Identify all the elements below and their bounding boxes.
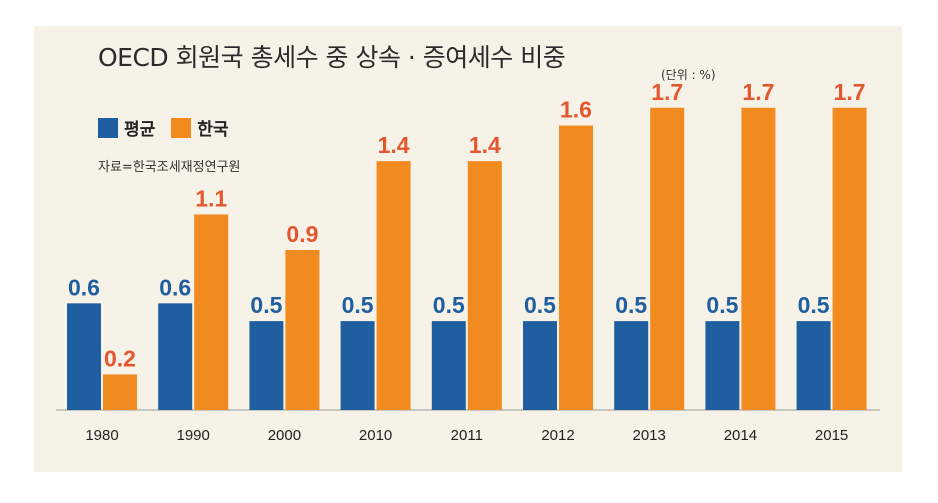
legend-label-korea: 한국 <box>197 120 229 140</box>
bar-average-1980 <box>67 303 101 410</box>
x-tick-label-2010: 2010 <box>359 427 392 444</box>
data-label-korea-2014: 1.7 <box>742 79 774 105</box>
bar-average-2000 <box>249 321 284 410</box>
bar-korea-2013 <box>650 107 685 411</box>
legend-item-average: 평균 <box>98 115 155 140</box>
data-label-korea-1990: 1.1 <box>195 185 227 211</box>
x-tick-label-2011: 2011 <box>451 427 483 444</box>
x-tick-label-2015: 2015 <box>815 427 848 444</box>
data-label-average-2013: 0.5 <box>615 292 647 318</box>
data-label-average-2015: 0.5 <box>798 292 830 318</box>
x-tick-label-2014: 2014 <box>724 427 757 444</box>
data-label-korea-1980: 0.2 <box>104 345 136 371</box>
bar-average-2015 <box>796 321 831 410</box>
bar-average-2013 <box>614 321 649 410</box>
bar-average-1990 <box>158 303 193 410</box>
legend: 평균 한국 <box>98 115 245 140</box>
bar-korea-2000 <box>285 250 320 410</box>
data-label-average-2012: 0.5 <box>524 292 556 318</box>
data-label-korea-2010: 1.4 <box>378 132 410 158</box>
bar-korea-2011 <box>467 161 502 410</box>
data-label-average-1990: 0.6 <box>159 274 191 300</box>
x-tick-label-1980: 1980 <box>85 427 118 444</box>
bar-korea-2012 <box>559 125 593 411</box>
data-label-korea-2013: 1.7 <box>651 79 683 105</box>
bar-korea-1990 <box>194 214 229 410</box>
x-tick-label-1990: 1990 <box>177 427 210 444</box>
legend-swatch-average <box>98 117 118 138</box>
x-tick-label-2000: 2000 <box>268 427 301 444</box>
legend-item-korea: 한국 <box>171 115 229 140</box>
bar-korea-2014 <box>741 107 776 411</box>
source-note: 자료=한국조세재정연구원 <box>98 160 241 175</box>
chart-title: OECD 회원국 총세수 중 상속 · 증여세수 비중 <box>98 43 566 72</box>
data-label-average-1980: 0.6 <box>68 274 100 300</box>
bar-korea-2015 <box>832 107 867 411</box>
legend-swatch-korea <box>171 117 192 138</box>
data-label-korea-2012: 1.6 <box>560 97 592 123</box>
bar-average-2012 <box>523 321 557 410</box>
data-label-korea-2011: 1.4 <box>469 132 501 158</box>
bar-korea-2010 <box>376 161 411 410</box>
data-label-average-2000: 0.5 <box>250 292 282 318</box>
bar-average-2011 <box>431 321 466 410</box>
unit-note: (단위 : %) <box>661 68 716 82</box>
x-tick-label-2012: 2012 <box>541 427 574 444</box>
data-label-average-2010: 0.5 <box>342 292 374 318</box>
data-label-average-2014: 0.5 <box>706 292 738 318</box>
bar-korea-1980 <box>103 374 137 410</box>
data-label-average-2011: 0.5 <box>433 292 465 318</box>
data-label-korea-2015: 1.7 <box>834 79 866 105</box>
legend-label-average: 평균 <box>124 120 156 140</box>
bar-average-2014 <box>705 321 740 410</box>
x-tick-label-2013: 2013 <box>633 427 666 444</box>
data-label-korea-2000: 0.9 <box>286 221 318 247</box>
bar-average-2010 <box>340 321 375 410</box>
